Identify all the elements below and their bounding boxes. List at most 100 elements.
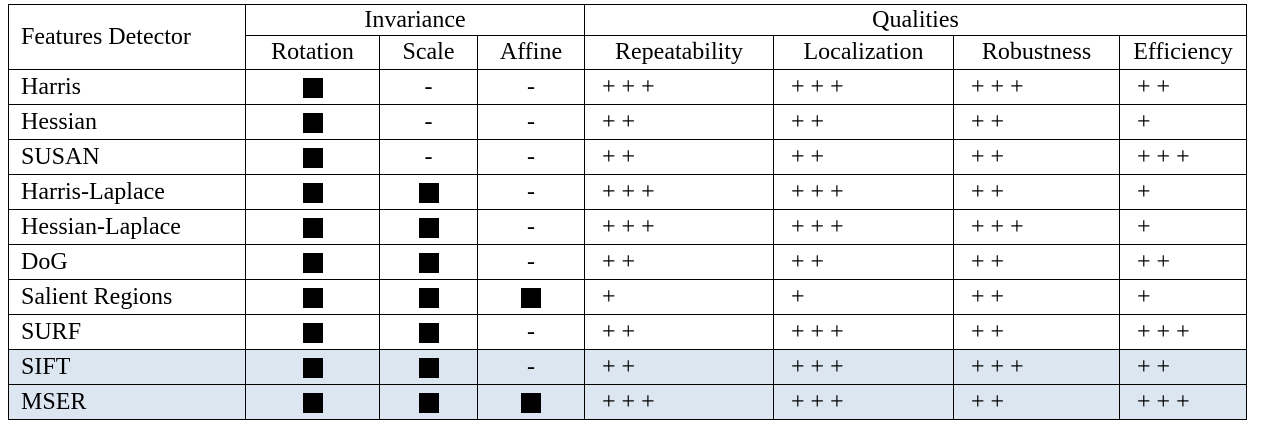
efficiency-cell: +	[1119, 279, 1247, 315]
localization-cell: + +	[773, 104, 954, 140]
robustness-cell: + +	[953, 104, 1120, 140]
localization-cell: + + +	[773, 69, 954, 105]
dash-mark: -	[527, 144, 535, 170]
detector-name-cell: Salient Regions	[8, 279, 246, 315]
efficiency-cell: +	[1119, 209, 1247, 245]
localization-cell: + +	[773, 244, 954, 280]
efficiency-cell: + +	[1119, 69, 1247, 105]
filled-square-icon	[521, 393, 541, 414]
feature-column-header: Features Detector	[8, 4, 246, 70]
table-body: Harris - - + + + + + + + + + + + Hessian - - + + + …	[8, 69, 1247, 420]
scale-cell	[379, 384, 478, 420]
efficiency-cell: + + +	[1119, 384, 1247, 420]
dash-mark: -	[527, 319, 535, 345]
scale-cell	[379, 244, 478, 280]
detector-name-cell: Harris-Laplace	[8, 174, 246, 210]
affine-cell	[477, 384, 585, 420]
efficiency-header: Efficiency	[1119, 35, 1247, 70]
repeatability-cell: + + +	[584, 174, 774, 210]
filled-square-icon	[302, 148, 323, 169]
efficiency-cell: + +	[1119, 349, 1247, 385]
rotation-cell	[245, 244, 380, 280]
filled-square-icon	[418, 183, 439, 204]
table-row: Harris-Laplace - + + + + + + + + +	[8, 174, 1247, 210]
efficiency-cell: +	[1119, 104, 1247, 140]
localization-cell: + + +	[773, 349, 954, 385]
dash-mark: -	[527, 214, 535, 240]
affine-header: Affine	[477, 35, 585, 70]
table-row: SUSAN - - + + + + + + + + +	[8, 139, 1247, 175]
dash-mark: -	[527, 249, 535, 275]
robustness-cell: + + +	[953, 69, 1120, 105]
affine-cell: -	[477, 314, 585, 350]
filled-square-icon	[418, 323, 439, 344]
repeatability-cell: + +	[584, 104, 774, 140]
rotation-cell	[245, 69, 380, 105]
repeatability-cell: + +	[584, 139, 774, 175]
filled-square-icon	[418, 393, 439, 414]
affine-cell: -	[477, 174, 585, 210]
rotation-cell	[245, 139, 380, 175]
filled-square-icon	[302, 78, 323, 99]
filled-square-icon	[302, 253, 323, 274]
table-row: Hessian - - + + + + + + +	[8, 104, 1247, 140]
filled-square-icon	[418, 358, 439, 379]
scale-cell: -	[379, 69, 478, 105]
detector-name-cell: DoG	[8, 244, 246, 280]
localization-cell: + +	[773, 139, 954, 175]
filled-square-icon	[302, 218, 323, 239]
robustness-cell: + +	[953, 244, 1120, 280]
localization-cell: + + +	[773, 384, 954, 420]
dash-mark: -	[527, 179, 535, 205]
robustness-cell: + + +	[953, 209, 1120, 245]
robustness-cell: + +	[953, 314, 1120, 350]
efficiency-cell: + + +	[1119, 139, 1247, 175]
rotation-cell	[245, 209, 380, 245]
filled-square-icon	[302, 288, 323, 309]
rotation-cell	[245, 279, 380, 315]
table-row: Harris - - + + + + + + + + + + +	[8, 69, 1247, 105]
localization-cell: + + +	[773, 209, 954, 245]
affine-cell: -	[477, 104, 585, 140]
dash-mark: -	[424, 144, 433, 170]
efficiency-cell: +	[1119, 174, 1247, 210]
scale-cell	[379, 209, 478, 245]
filled-square-icon	[521, 288, 541, 309]
repeatability-cell: + + +	[584, 384, 774, 420]
table-row: MSER + + + + + + + + + + +	[8, 384, 1247, 420]
affine-cell: -	[477, 209, 585, 245]
repeatability-cell: + +	[584, 314, 774, 350]
dash-mark: -	[527, 74, 535, 100]
scale-cell	[379, 314, 478, 350]
rotation-cell	[245, 384, 380, 420]
filled-square-icon	[302, 358, 323, 379]
detector-name-cell: SIFT	[8, 349, 246, 385]
table-row: Hessian-Laplace - + + + + + + + + + +	[8, 209, 1247, 245]
detector-name-cell: Harris	[8, 69, 246, 105]
repeatability-cell: +	[584, 279, 774, 315]
repeatability-cell: + +	[584, 349, 774, 385]
filled-square-icon	[418, 253, 439, 274]
efficiency-cell: + +	[1119, 244, 1247, 280]
efficiency-cell: + + +	[1119, 314, 1247, 350]
filled-square-icon	[418, 218, 439, 239]
rotation-header: Rotation	[245, 35, 380, 70]
qualities-group-header: Qualities	[584, 4, 1247, 36]
localization-cell: +	[773, 279, 954, 315]
invariance-group-header: Invariance	[245, 4, 585, 36]
scale-header: Scale	[379, 35, 478, 70]
detector-name-cell: MSER	[8, 384, 246, 420]
scale-cell	[379, 349, 478, 385]
dash-mark: -	[527, 109, 535, 135]
repeatability-cell: + + +	[584, 69, 774, 105]
filled-square-icon	[302, 393, 323, 414]
feature-detector-comparison-table: Features Detector Invariance Qualities R…	[8, 4, 1247, 420]
robustness-cell: + + +	[953, 349, 1120, 385]
repeatability-header: Repeatability	[584, 35, 774, 70]
robustness-header: Robustness	[953, 35, 1120, 70]
robustness-cell: + +	[953, 384, 1120, 420]
filled-square-icon	[418, 288, 439, 309]
robustness-cell: + +	[953, 174, 1120, 210]
localization-cell: + + +	[773, 314, 954, 350]
affine-cell: -	[477, 349, 585, 385]
